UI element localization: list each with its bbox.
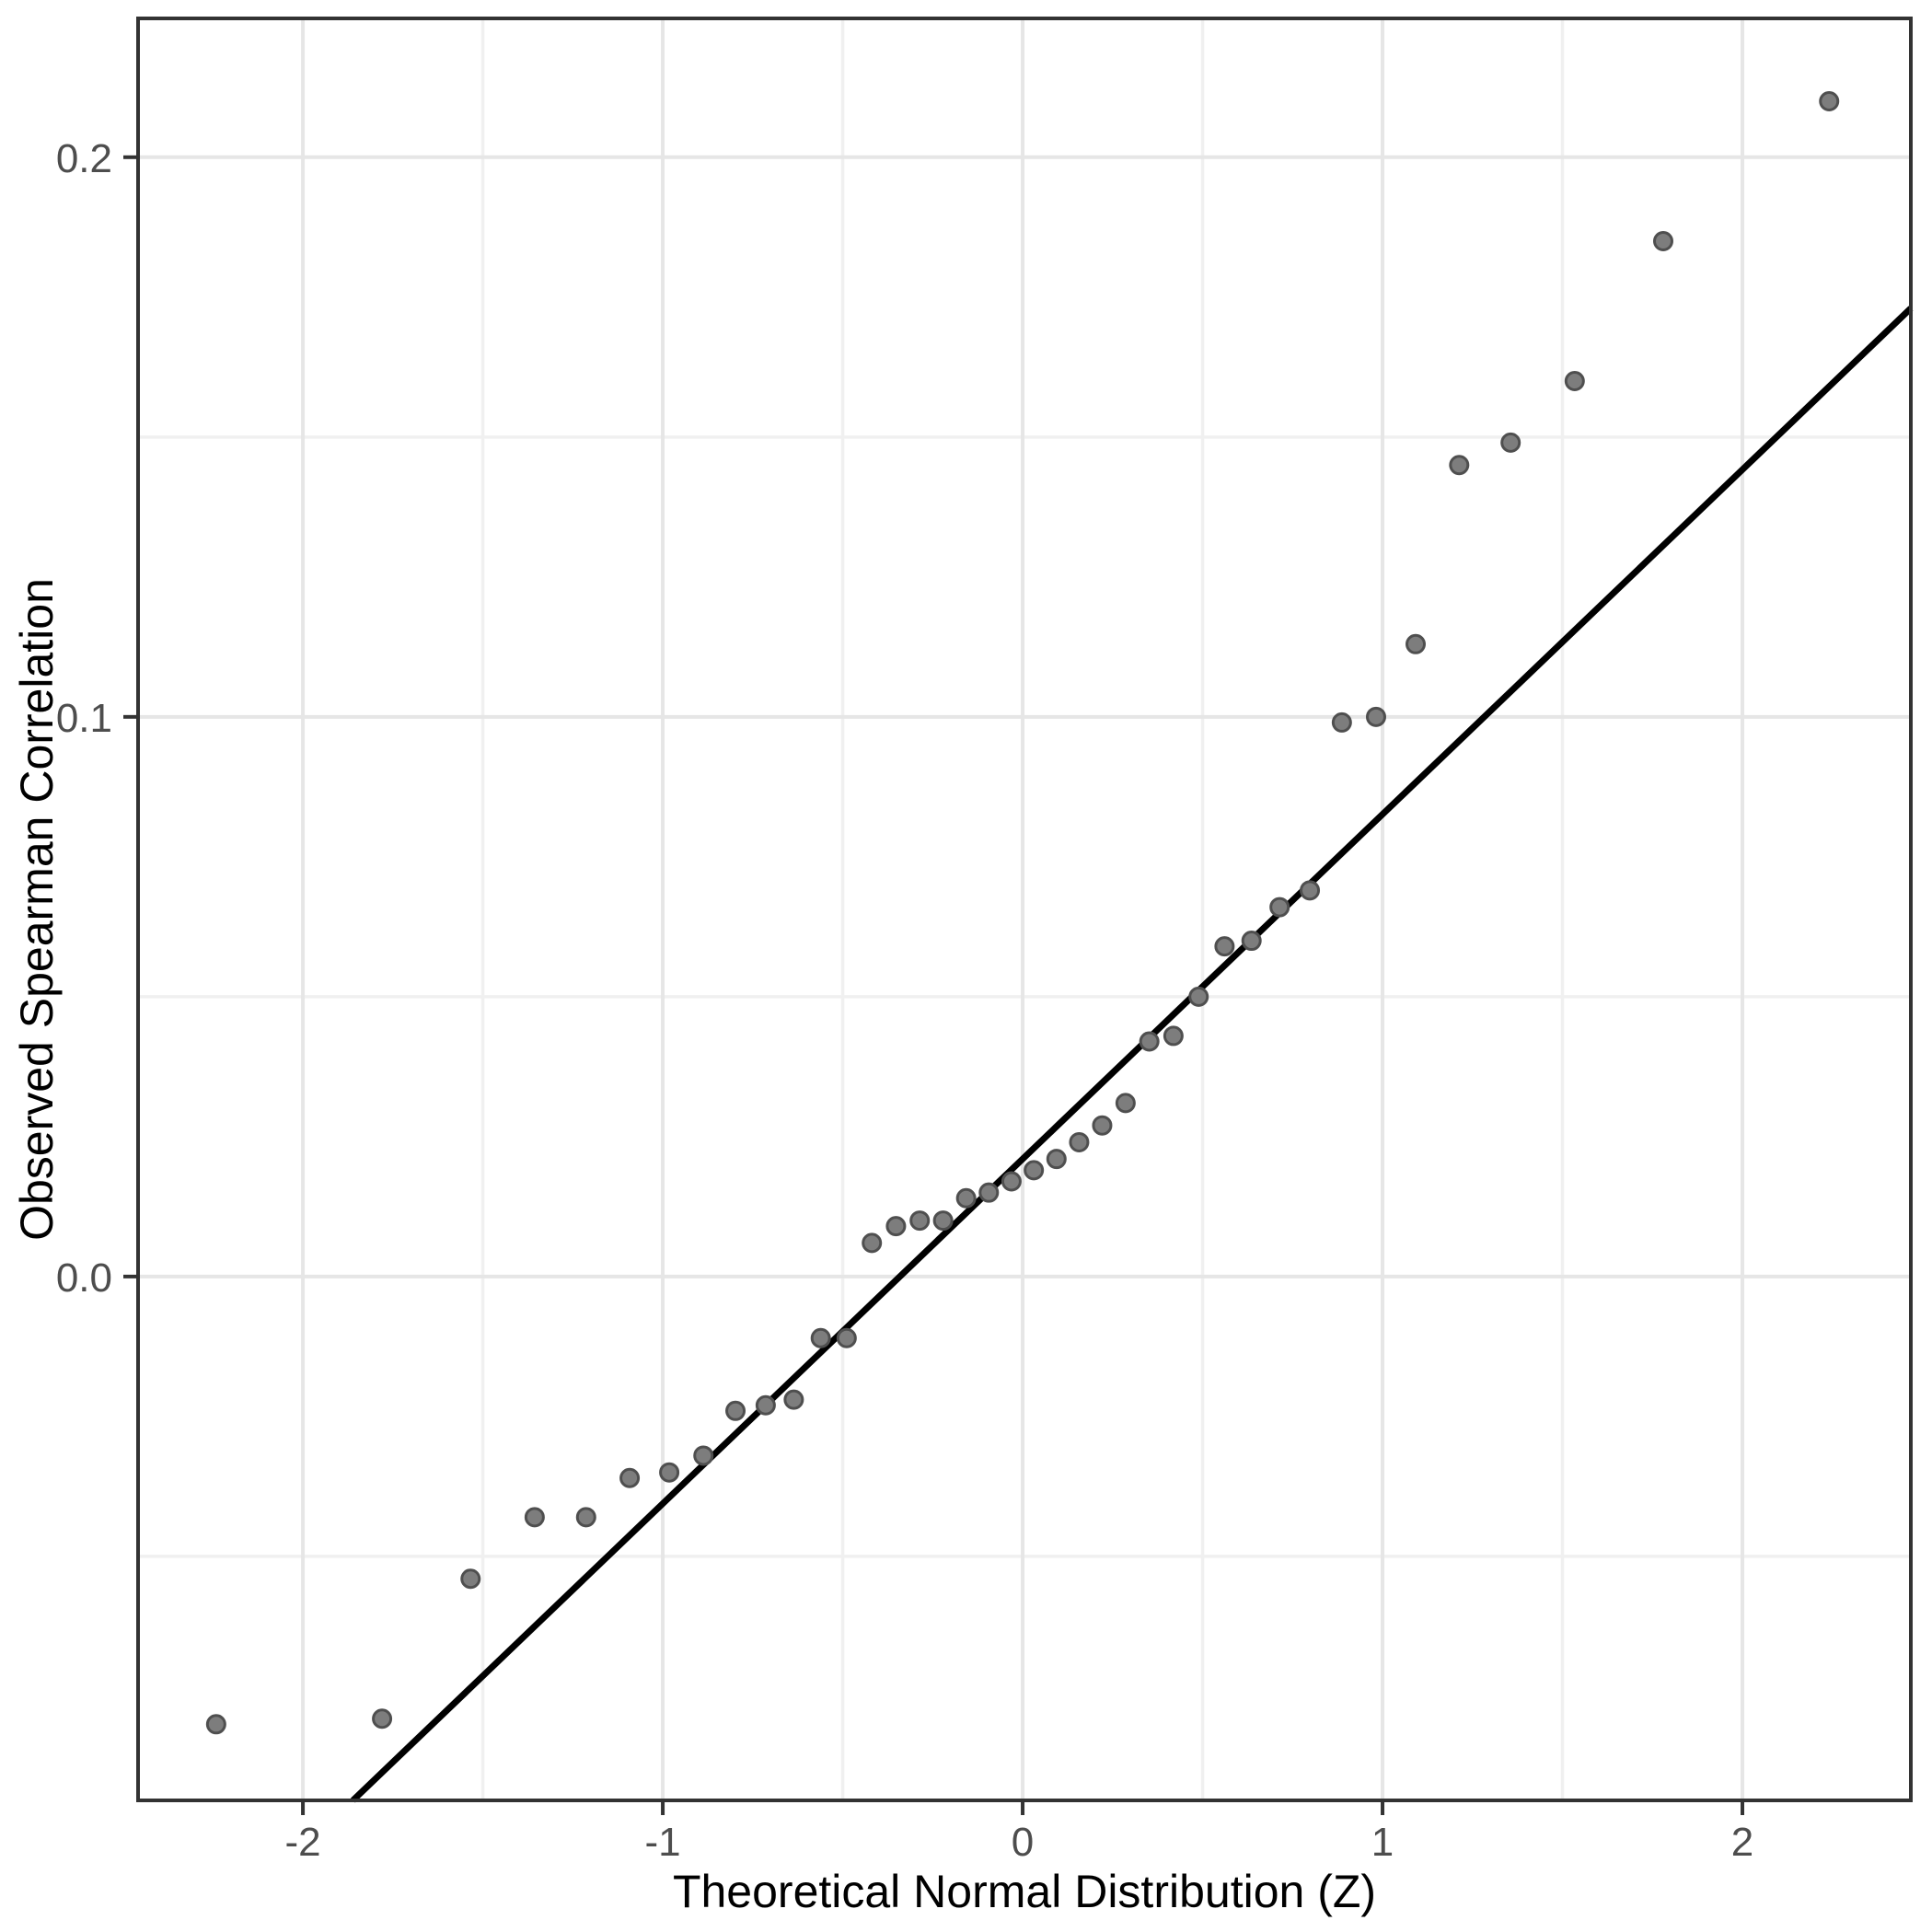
qq-reference-line xyxy=(350,306,1914,1803)
data-point xyxy=(1449,455,1470,476)
data-point xyxy=(1001,1171,1022,1192)
data-point xyxy=(1214,936,1235,957)
data-point xyxy=(1163,1025,1184,1047)
data-point xyxy=(1024,1160,1045,1181)
data-point xyxy=(575,1507,596,1528)
x-axis-title: Theoretical Normal Distribution (Z) xyxy=(673,1866,1376,1917)
data-point xyxy=(1241,931,1262,952)
x-tick-label: -2 xyxy=(285,1820,321,1865)
data-point xyxy=(909,1210,931,1232)
data-point xyxy=(1653,231,1674,251)
data-point xyxy=(524,1507,545,1528)
x-tick-label: 1 xyxy=(1371,1820,1394,1865)
data-point xyxy=(1046,1149,1067,1170)
x-tick-label: 0 xyxy=(1012,1820,1034,1865)
y-tick-label: 0.0 xyxy=(56,1255,112,1301)
y-axis-title: Observed Spearman Correlation xyxy=(11,578,63,1241)
data-point xyxy=(783,1389,804,1410)
data-point xyxy=(1300,880,1321,901)
data-point xyxy=(1139,1031,1160,1052)
data-point xyxy=(978,1182,1000,1203)
gridlines xyxy=(138,18,1911,1800)
data-point xyxy=(659,1462,680,1483)
data-point xyxy=(755,1394,776,1416)
data-layer xyxy=(205,90,1914,1803)
data-point xyxy=(810,1327,831,1348)
data-point xyxy=(1500,432,1521,453)
data-point xyxy=(1115,1093,1136,1114)
data-point xyxy=(1092,1115,1113,1136)
data-point xyxy=(836,1327,857,1348)
data-point xyxy=(693,1445,714,1466)
data-point xyxy=(1819,90,1840,111)
data-point xyxy=(725,1400,746,1421)
y-tick-label: 0.2 xyxy=(56,136,112,181)
data-point xyxy=(205,1714,226,1735)
data-point xyxy=(372,1708,393,1730)
data-point xyxy=(1564,371,1585,392)
data-point xyxy=(885,1216,907,1237)
data-point xyxy=(460,1568,481,1590)
x-tick-label: -1 xyxy=(644,1820,680,1865)
data-point xyxy=(1069,1131,1090,1152)
data-point xyxy=(1269,897,1290,918)
x-tick-label: 2 xyxy=(1731,1820,1753,1865)
data-point xyxy=(862,1232,883,1254)
data-point xyxy=(1188,986,1209,1007)
axis-ticks xyxy=(123,155,1745,1815)
y-tick-label: 0.1 xyxy=(56,696,112,741)
data-point xyxy=(1406,633,1427,654)
data-point xyxy=(932,1210,954,1232)
data-point xyxy=(619,1467,641,1488)
data-point xyxy=(1365,706,1386,727)
data-point xyxy=(955,1187,977,1209)
data-point xyxy=(1331,711,1352,733)
axis-tick-labels: -2 -1 0 1 2 0.0 0.1 0.2 xyxy=(56,136,1753,1865)
